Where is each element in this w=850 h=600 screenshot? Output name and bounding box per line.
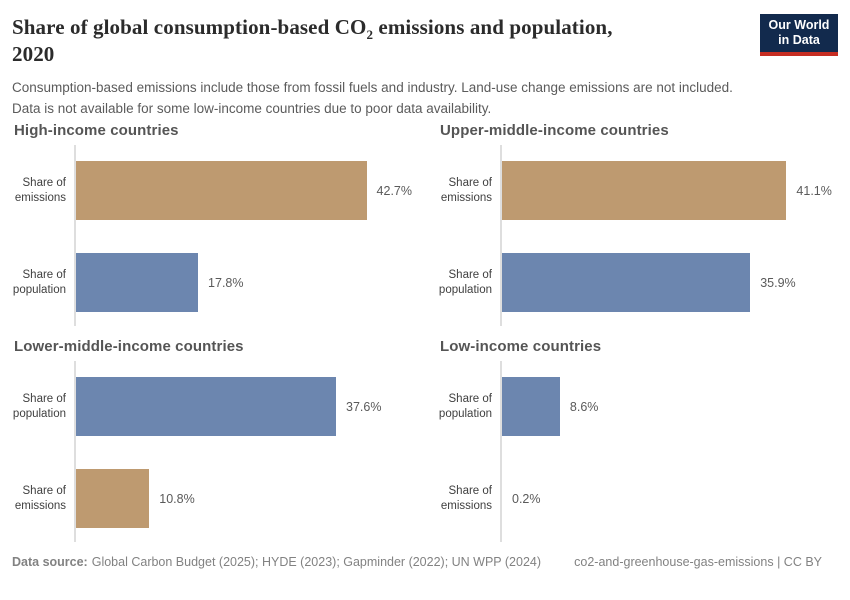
bar-value-label: 17.8% (208, 275, 244, 290)
panel-chart: Share of emissions 41.1% Share of populati… (438, 145, 838, 327)
y-axis-line (74, 145, 76, 327)
title-line1-suffix: emissions and population, (373, 15, 613, 39)
owid-logo-line2: in Data (778, 32, 820, 47)
bar-row: Share of population 37.6% (12, 377, 412, 437)
bar-value-label: 41.1% (796, 183, 832, 198)
y-axis-line (500, 145, 502, 327)
license-link[interactable]: CC BY (783, 555, 822, 570)
bar-value-label: 0.2% (512, 491, 541, 506)
panel-title: High-income countries (14, 122, 179, 140)
bar-row: Share of population 17.8% (12, 253, 412, 313)
panels-grid: High-income countries Share of emissions … (12, 122, 838, 543)
emissions-bar[interactable] (500, 161, 787, 221)
bar-value-label: 10.8% (159, 491, 195, 506)
bar-value-label: 35.9% (760, 275, 796, 290)
chart-header: Share of global consumption-based CO2 em… (12, 14, 838, 119)
chart-footer: Data source: Global Carbon Budget (2025);… (12, 555, 838, 569)
plot-area: 41.1% (500, 161, 838, 221)
bar-tick-label: Share of emissions (440, 485, 492, 512)
emissions-bar[interactable] (74, 161, 367, 221)
plot-area: 37.6% (74, 377, 412, 437)
dataset-slug-link[interactable]: co2-and-greenhouse-gas-emissions (574, 555, 774, 570)
title-line2: 2020 (12, 42, 55, 67)
chart-subtitle: Consumption-based emissions include thos… (12, 78, 838, 120)
panel-low-income: Low-income countries Share of population … (438, 338, 838, 543)
bar-value-label: 37.6% (346, 399, 382, 414)
data-source: Data source: Global Carbon Budget (2025);… (12, 555, 541, 569)
plot-area: 8.6% (500, 377, 838, 437)
bar-tick-label: Share of emissions (440, 177, 492, 204)
population-bar[interactable] (500, 377, 560, 437)
bar-row: Share of population 35.9% (438, 253, 838, 313)
y-axis-line (74, 361, 76, 543)
bar-tick-label: Share of emissions (14, 485, 66, 512)
chart-title: Share of global consumption-based CO2 em… (12, 14, 762, 69)
subtitle-line1: Consumption-based emissions include thos… (12, 79, 733, 95)
bar-row: Share of emissions 10.8% (12, 469, 412, 529)
data-source-list: Global Carbon Budget (2025); HYDE (2023)… (91, 555, 542, 570)
title-subscript: 2 (366, 27, 374, 43)
bar-row: Share of emissions 41.1% (438, 161, 838, 221)
bar-value-label: 42.7% (376, 183, 412, 198)
panel-chart: Share of population 8.6% Share of emission… (438, 361, 838, 543)
owid-logo-line1: Our World (768, 18, 830, 32)
panel-chart: Share of emissions 42.7% Share of populati… (12, 145, 412, 327)
plot-area: 0.2% (500, 469, 838, 529)
population-bar[interactable] (74, 377, 337, 437)
owid-logo[interactable]: Our World in Data (760, 14, 838, 56)
bar-tick-label: Share of population (438, 269, 492, 296)
bar-tick-label: Share of population (438, 393, 492, 420)
bar-row: Share of population 8.6% (438, 377, 838, 437)
footer-links: co2-and-greenhouse-gas-emissions | CC BY (574, 555, 838, 569)
footer-separator: | (777, 555, 781, 570)
population-bar[interactable] (500, 253, 751, 313)
panel-upper-middle-income: Upper-middle-income countries Share of em… (438, 122, 838, 327)
bar-row: Share of emissions 42.7% (12, 161, 412, 221)
y-axis-line (500, 361, 502, 543)
bar-tick-label: Share of emissions (14, 177, 66, 204)
title-line1-prefix: Share of global consumption-based CO (12, 15, 367, 39)
plot-area: 42.7% (74, 161, 412, 221)
bar-tick-label: Share of population (12, 269, 66, 296)
panel-high-income: High-income countries Share of emissions … (12, 122, 412, 327)
panel-title: Low-income countries (440, 338, 602, 356)
plot-area: 10.8% (74, 469, 412, 529)
bar-value-label: 8.6% (569, 399, 599, 414)
bar-row: Share of emissions 0.2% (438, 469, 838, 529)
emissions-bar[interactable] (74, 469, 150, 529)
bar-tick-label: Share of population (12, 393, 66, 420)
panel-title: Upper-middle-income countries (440, 122, 669, 140)
subtitle-line2: Data is not available for some low-incom… (12, 100, 492, 116)
panel-chart: Share of population 37.6% Share of emissio… (12, 361, 412, 543)
panel-lower-middle-income: Lower-middle-income countries Share of po… (12, 338, 412, 543)
data-source-label: Data source: (12, 555, 88, 570)
panel-title: Lower-middle-income countries (14, 338, 244, 356)
population-bar[interactable] (74, 253, 199, 313)
plot-area: 17.8% (74, 253, 412, 313)
plot-area: 35.9% (500, 253, 838, 313)
